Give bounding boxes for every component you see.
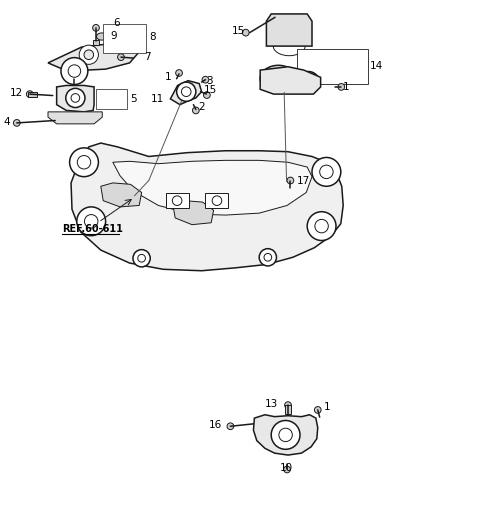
Circle shape <box>315 219 328 233</box>
Circle shape <box>61 58 88 84</box>
Circle shape <box>13 120 20 126</box>
Circle shape <box>70 148 98 177</box>
Text: 15: 15 <box>231 26 245 36</box>
Polygon shape <box>260 67 321 94</box>
Text: 2: 2 <box>198 102 204 112</box>
Polygon shape <box>48 42 139 71</box>
Circle shape <box>264 254 272 261</box>
Polygon shape <box>113 161 312 215</box>
Text: 16: 16 <box>208 420 222 430</box>
Polygon shape <box>170 81 202 105</box>
Circle shape <box>26 91 33 97</box>
Circle shape <box>68 65 81 77</box>
Text: 8: 8 <box>149 31 156 41</box>
Circle shape <box>298 72 319 92</box>
Circle shape <box>320 165 333 179</box>
Circle shape <box>77 156 91 169</box>
Text: REF.60-611: REF.60-611 <box>62 224 123 234</box>
Circle shape <box>212 196 222 206</box>
Text: 14: 14 <box>370 61 383 71</box>
Text: 9: 9 <box>110 30 117 40</box>
Circle shape <box>176 70 182 76</box>
Circle shape <box>138 255 145 262</box>
Circle shape <box>181 87 191 96</box>
Polygon shape <box>48 112 102 124</box>
Polygon shape <box>266 14 312 46</box>
Circle shape <box>259 248 276 266</box>
Circle shape <box>279 428 292 441</box>
Polygon shape <box>101 183 142 207</box>
Polygon shape <box>71 143 343 271</box>
Text: 4: 4 <box>3 117 10 127</box>
Bar <box>93 40 99 45</box>
Bar <box>205 193 228 209</box>
Circle shape <box>285 402 291 409</box>
Text: 17: 17 <box>297 176 310 186</box>
Bar <box>103 25 146 54</box>
Text: 11: 11 <box>151 94 164 104</box>
Circle shape <box>66 88 85 108</box>
Circle shape <box>71 93 80 102</box>
Bar <box>166 193 189 209</box>
Circle shape <box>242 29 249 36</box>
Circle shape <box>303 77 314 87</box>
Text: 10: 10 <box>280 463 293 473</box>
Circle shape <box>204 92 210 98</box>
Text: 5: 5 <box>131 94 137 104</box>
Text: 6: 6 <box>113 18 120 28</box>
Circle shape <box>314 407 321 413</box>
Circle shape <box>338 83 345 90</box>
Circle shape <box>284 466 290 473</box>
Circle shape <box>84 215 98 228</box>
Text: 13: 13 <box>265 399 278 409</box>
Text: 3: 3 <box>206 76 213 86</box>
Circle shape <box>84 50 94 60</box>
Text: 1: 1 <box>324 402 331 412</box>
Circle shape <box>172 196 182 206</box>
Circle shape <box>118 54 124 61</box>
Circle shape <box>192 107 199 114</box>
Polygon shape <box>173 200 214 225</box>
Text: 1: 1 <box>165 72 172 82</box>
Circle shape <box>272 72 285 85</box>
Bar <box>28 92 37 97</box>
Bar <box>297 49 368 83</box>
Ellipse shape <box>96 33 107 40</box>
Circle shape <box>312 158 341 186</box>
Circle shape <box>202 76 209 83</box>
Text: 12: 12 <box>10 88 23 98</box>
Bar <box>96 89 127 109</box>
Bar <box>285 405 291 414</box>
Circle shape <box>271 421 300 449</box>
Text: 1: 1 <box>343 82 350 92</box>
Text: 15: 15 <box>204 85 217 95</box>
Circle shape <box>133 249 150 267</box>
Circle shape <box>79 45 98 64</box>
Circle shape <box>307 212 336 240</box>
Polygon shape <box>57 85 94 112</box>
Circle shape <box>177 82 196 102</box>
Circle shape <box>77 207 106 236</box>
Ellipse shape <box>260 65 297 92</box>
Circle shape <box>287 177 294 184</box>
Polygon shape <box>253 415 318 455</box>
Circle shape <box>227 423 234 430</box>
Circle shape <box>93 25 99 31</box>
Text: 7: 7 <box>144 52 151 62</box>
